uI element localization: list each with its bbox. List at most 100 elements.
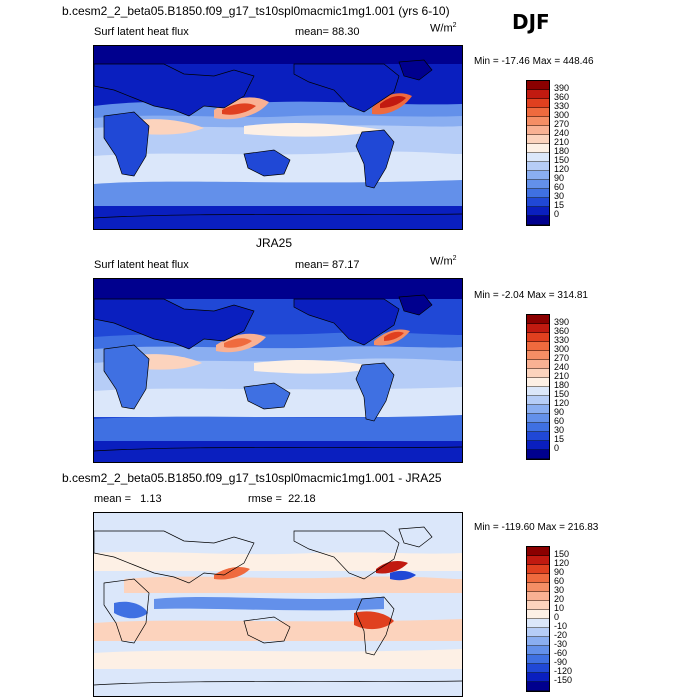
- season-label: DJF: [512, 10, 550, 34]
- colorbar-tick-label: 90: [554, 173, 565, 183]
- colorbar-tick-label: 330: [554, 335, 570, 345]
- panel2-map: [93, 278, 463, 463]
- colorbar-tick-label: 30: [554, 191, 565, 201]
- colorbar-segment: [527, 180, 549, 189]
- panel2-arctic: [94, 279, 462, 299]
- panel3-band-subtropics: [124, 576, 462, 593]
- colorbar-tick-label: -150: [554, 675, 573, 685]
- colorbar-tick-label: 240: [554, 128, 570, 138]
- colorbar-tick-label: 150: [554, 155, 570, 165]
- colorbar-tick-label: 390: [554, 83, 570, 93]
- colorbar-tick-label: 240: [554, 362, 570, 372]
- panel2-colorbar: [526, 314, 550, 460]
- panel1-mean: mean= 88.30: [295, 26, 360, 38]
- colorbar-tick-label: 0: [554, 612, 560, 622]
- panel2-eurasia: [94, 298, 255, 350]
- panel1-map: [93, 45, 463, 230]
- panel2-africa: [103, 344, 150, 410]
- colorbar-segment: [527, 619, 549, 628]
- colorbar-segment: [527, 396, 549, 405]
- panel3-band-southern: [94, 649, 462, 669]
- colorbar-tick-label: 60: [554, 576, 565, 586]
- panel2-minmax: Min = -2.04 Max = 314.81: [474, 290, 588, 301]
- panel3-africa-negative: [114, 601, 148, 619]
- colorbar-segment: [527, 673, 549, 682]
- colorbar-segment: [527, 592, 549, 601]
- panel1-north-america: [293, 63, 400, 113]
- colorbar-segment: [527, 99, 549, 108]
- colorbar-segment: [527, 81, 549, 90]
- colorbar-segment: [527, 360, 549, 369]
- colorbar-segment: [527, 90, 549, 99]
- colorbar-segment: [527, 324, 549, 333]
- panel1-minmax: Min = -17.46 Max = 448.46: [474, 56, 594, 67]
- colorbar-segment: [527, 207, 549, 216]
- panel3-australia: [243, 616, 291, 644]
- colorbar-segment: [527, 646, 549, 655]
- panel3-mean: mean = 1.13: [94, 493, 162, 505]
- colorbar-tick-label: -10: [554, 621, 568, 631]
- colorbar-segment: [527, 189, 549, 198]
- colorbar-segment: [527, 664, 549, 673]
- panel3-gulfstream-negative: [390, 570, 416, 581]
- panel1-gulfstream-core: [380, 96, 406, 108]
- colorbar-segment: [527, 637, 549, 646]
- figure-title: b.cesm2_2_beta05.B1850.f09_g17_ts10spl0m…: [62, 4, 450, 18]
- panel1-variable: Surf latent heat flux: [94, 26, 189, 38]
- colorbar-segment: [527, 423, 549, 432]
- panel2-antarctic: [94, 441, 462, 462]
- colorbar-tick-label: 210: [554, 137, 570, 147]
- panel3-north-america: [293, 530, 400, 580]
- colorbar-segment: [527, 655, 549, 664]
- colorbar-tick-label: 15: [554, 434, 565, 444]
- colorbar-segment: [527, 153, 549, 162]
- panel1-units: W/m2: [430, 22, 457, 35]
- colorbar-tick-label: -90: [554, 657, 568, 667]
- panel2-mean: mean= 87.17: [295, 259, 360, 271]
- colorbar-segment: [527, 432, 549, 441]
- colorbar-segment: [527, 351, 549, 360]
- colorbar-segment: [527, 117, 549, 126]
- colorbar-segment: [527, 198, 549, 207]
- colorbar-tick-label: 30: [554, 425, 565, 435]
- colorbar-segment: [527, 547, 549, 556]
- panel2-units: W/m2: [430, 255, 457, 268]
- panel1-arctic: [94, 46, 462, 64]
- panel2-title: JRA25: [256, 236, 293, 250]
- colorbar-tick-label: 360: [554, 326, 570, 336]
- panel3-gulfstream: [376, 561, 408, 574]
- panel1-antarctic-coast: [94, 213, 462, 219]
- colorbar-tick-label: 180: [554, 380, 570, 390]
- colorbar-tick-label: 0: [554, 209, 560, 219]
- colorbar-tick-label: 0: [554, 443, 560, 453]
- colorbar-segment: [527, 450, 549, 459]
- panel2-band-southern-ocean: [94, 415, 462, 441]
- panel1-australia: [243, 149, 291, 177]
- panel3-africa: [103, 578, 150, 644]
- panel2-tropical-pacific: [254, 360, 380, 374]
- panel2-map-svg: [94, 279, 462, 462]
- colorbar-segment: [527, 387, 549, 396]
- colorbar-segment: [527, 565, 549, 574]
- colorbar-tick-label: 90: [554, 407, 565, 417]
- panel1-south-america: [355, 129, 395, 189]
- panel1-antarctic: [94, 206, 462, 229]
- panel2-australia: [243, 382, 291, 410]
- colorbar-segment: [527, 333, 549, 342]
- colorbar-tick-label: 90: [554, 567, 565, 577]
- colorbar-tick-label: 180: [554, 146, 570, 156]
- panel3-rmse: rmse = 22.18: [248, 493, 316, 505]
- panel1-greenland: [398, 59, 433, 81]
- colorbar-segment: [527, 574, 549, 583]
- colorbar-tick-label: 300: [554, 344, 570, 354]
- colorbar-segment: [527, 682, 549, 691]
- colorbar-segment: [527, 583, 549, 592]
- colorbar-tick-label: 270: [554, 353, 570, 363]
- colorbar-tick-label: 330: [554, 101, 570, 111]
- panel3-band-south: [94, 619, 462, 641]
- colorbar-tick-label: -20: [554, 630, 568, 640]
- colorbar-tick-label: 20: [554, 594, 565, 604]
- panel1-colorbar: [526, 80, 550, 226]
- panel1-map-svg: [94, 46, 462, 229]
- colorbar-segment: [527, 628, 549, 637]
